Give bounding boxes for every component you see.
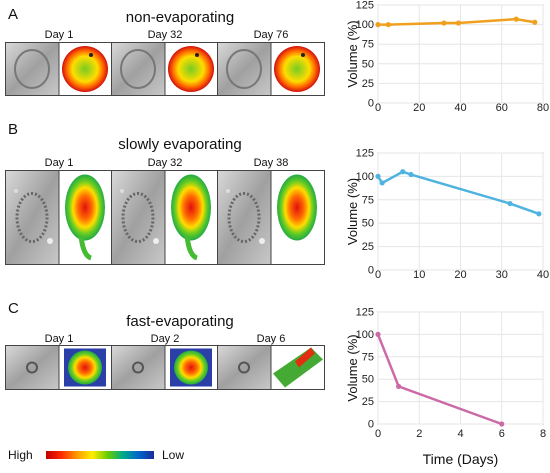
y-tick-label: 125	[356, 0, 374, 12]
day-label-c2: Day 2	[150, 333, 180, 345]
image-pair-r2-2	[111, 170, 219, 265]
row-title-b: slowly evaporating	[118, 136, 242, 153]
data-point	[400, 169, 406, 175]
image-pair-r3-2	[111, 345, 219, 390]
x-tick-label: 4	[457, 428, 463, 440]
data-point	[536, 211, 542, 217]
x-tick-label: 0	[375, 269, 381, 281]
day-label-a1: Day 1	[44, 29, 74, 41]
y-tick-label: 100	[356, 19, 374, 31]
image-pair-r2-3	[217, 170, 325, 265]
row-title-c: fast-evaporating	[126, 313, 234, 330]
y-tick-label: 25	[362, 396, 374, 408]
image-pair-r2-1	[5, 170, 113, 265]
data-point	[455, 20, 462, 26]
x-tick-label: 0	[375, 428, 381, 440]
y-tick-label: 75	[362, 194, 374, 206]
y-tick-label: 0	[368, 98, 374, 110]
panel-label-b: B	[8, 121, 19, 138]
day-label-a3: Day 76	[253, 29, 289, 41]
data-point	[385, 22, 391, 28]
data-point	[375, 173, 381, 179]
data-point	[441, 20, 447, 26]
y-tick-label: 0	[368, 265, 374, 277]
x-tick-label: 40	[537, 269, 549, 281]
x-tick-label: 20	[413, 102, 425, 114]
data-point	[379, 180, 385, 186]
x-tick-label: 30	[496, 269, 508, 281]
y-axis-label: Volume (%)	[345, 334, 360, 401]
data-point	[375, 22, 381, 28]
image-pair-r1-2	[111, 42, 219, 96]
y-tick-label: 0	[368, 419, 374, 431]
y-tick-label: 100	[356, 329, 374, 341]
y-axis-label: Volume (%)	[345, 178, 360, 245]
data-point	[375, 331, 381, 337]
y-tick-label: 125	[356, 307, 374, 319]
panel-label-a: A	[8, 6, 19, 23]
data-point	[507, 200, 513, 207]
volume-chart-c: 0 25 50 75 100 125 0 2 4 6 8 Volume (%) Time (Days)	[345, 307, 546, 468]
x-tick-label: 60	[496, 102, 508, 114]
colorbar	[46, 451, 154, 459]
colorbar-high-label: High	[8, 448, 33, 462]
day-label-b2: Day 32	[147, 157, 183, 169]
data-point	[408, 171, 414, 178]
x-tick-label: 2	[416, 428, 422, 440]
x-tick-label: 10	[413, 269, 425, 281]
y-axis-label: Volume (%)	[345, 20, 360, 87]
y-tick-label: 50	[362, 374, 374, 386]
x-axis-label: Time (Days)	[423, 451, 499, 467]
x-tick-label: 80	[537, 102, 549, 114]
y-tick-label: 100	[356, 171, 374, 183]
y-tick-label: 50	[362, 58, 374, 70]
x-tick-label: 20	[454, 269, 466, 281]
y-tick-label: 50	[362, 218, 374, 230]
day-label-c1: Day 1	[44, 333, 74, 345]
volume-chart-b: 0 25 50 75 100 125 0 10 20 30 40 Volume (%)	[345, 148, 549, 281]
x-tick-label: 40	[454, 102, 466, 114]
x-tick-label: 8	[540, 428, 546, 440]
colorbar-low-label: Low	[162, 448, 185, 462]
image-pair-r1-1	[5, 42, 113, 96]
day-label-a2: Day 32	[147, 29, 183, 41]
day-label-b1: Day 1	[44, 157, 74, 169]
y-tick-label: 125	[356, 148, 374, 160]
data-point	[499, 421, 505, 427]
data-point	[532, 19, 538, 25]
y-tick-label: 75	[362, 39, 374, 51]
day-label-b3: Day 38	[253, 157, 289, 169]
x-tick-label: 6	[499, 428, 505, 440]
image-pair-r1-3	[217, 42, 325, 96]
image-pair-r3-1	[5, 345, 113, 390]
panel-label-c: C	[8, 300, 19, 317]
day-label-c3: Day 6	[256, 333, 286, 345]
data-point	[513, 16, 519, 22]
image-pair-r3-3	[217, 345, 325, 390]
y-tick-label: 75	[362, 351, 374, 363]
y-tick-label: 25	[362, 78, 374, 90]
data-point	[396, 383, 402, 389]
row-title-a: non-evaporating	[125, 9, 235, 26]
y-tick-label: 25	[362, 241, 374, 253]
x-tick-label: 0	[375, 102, 381, 114]
